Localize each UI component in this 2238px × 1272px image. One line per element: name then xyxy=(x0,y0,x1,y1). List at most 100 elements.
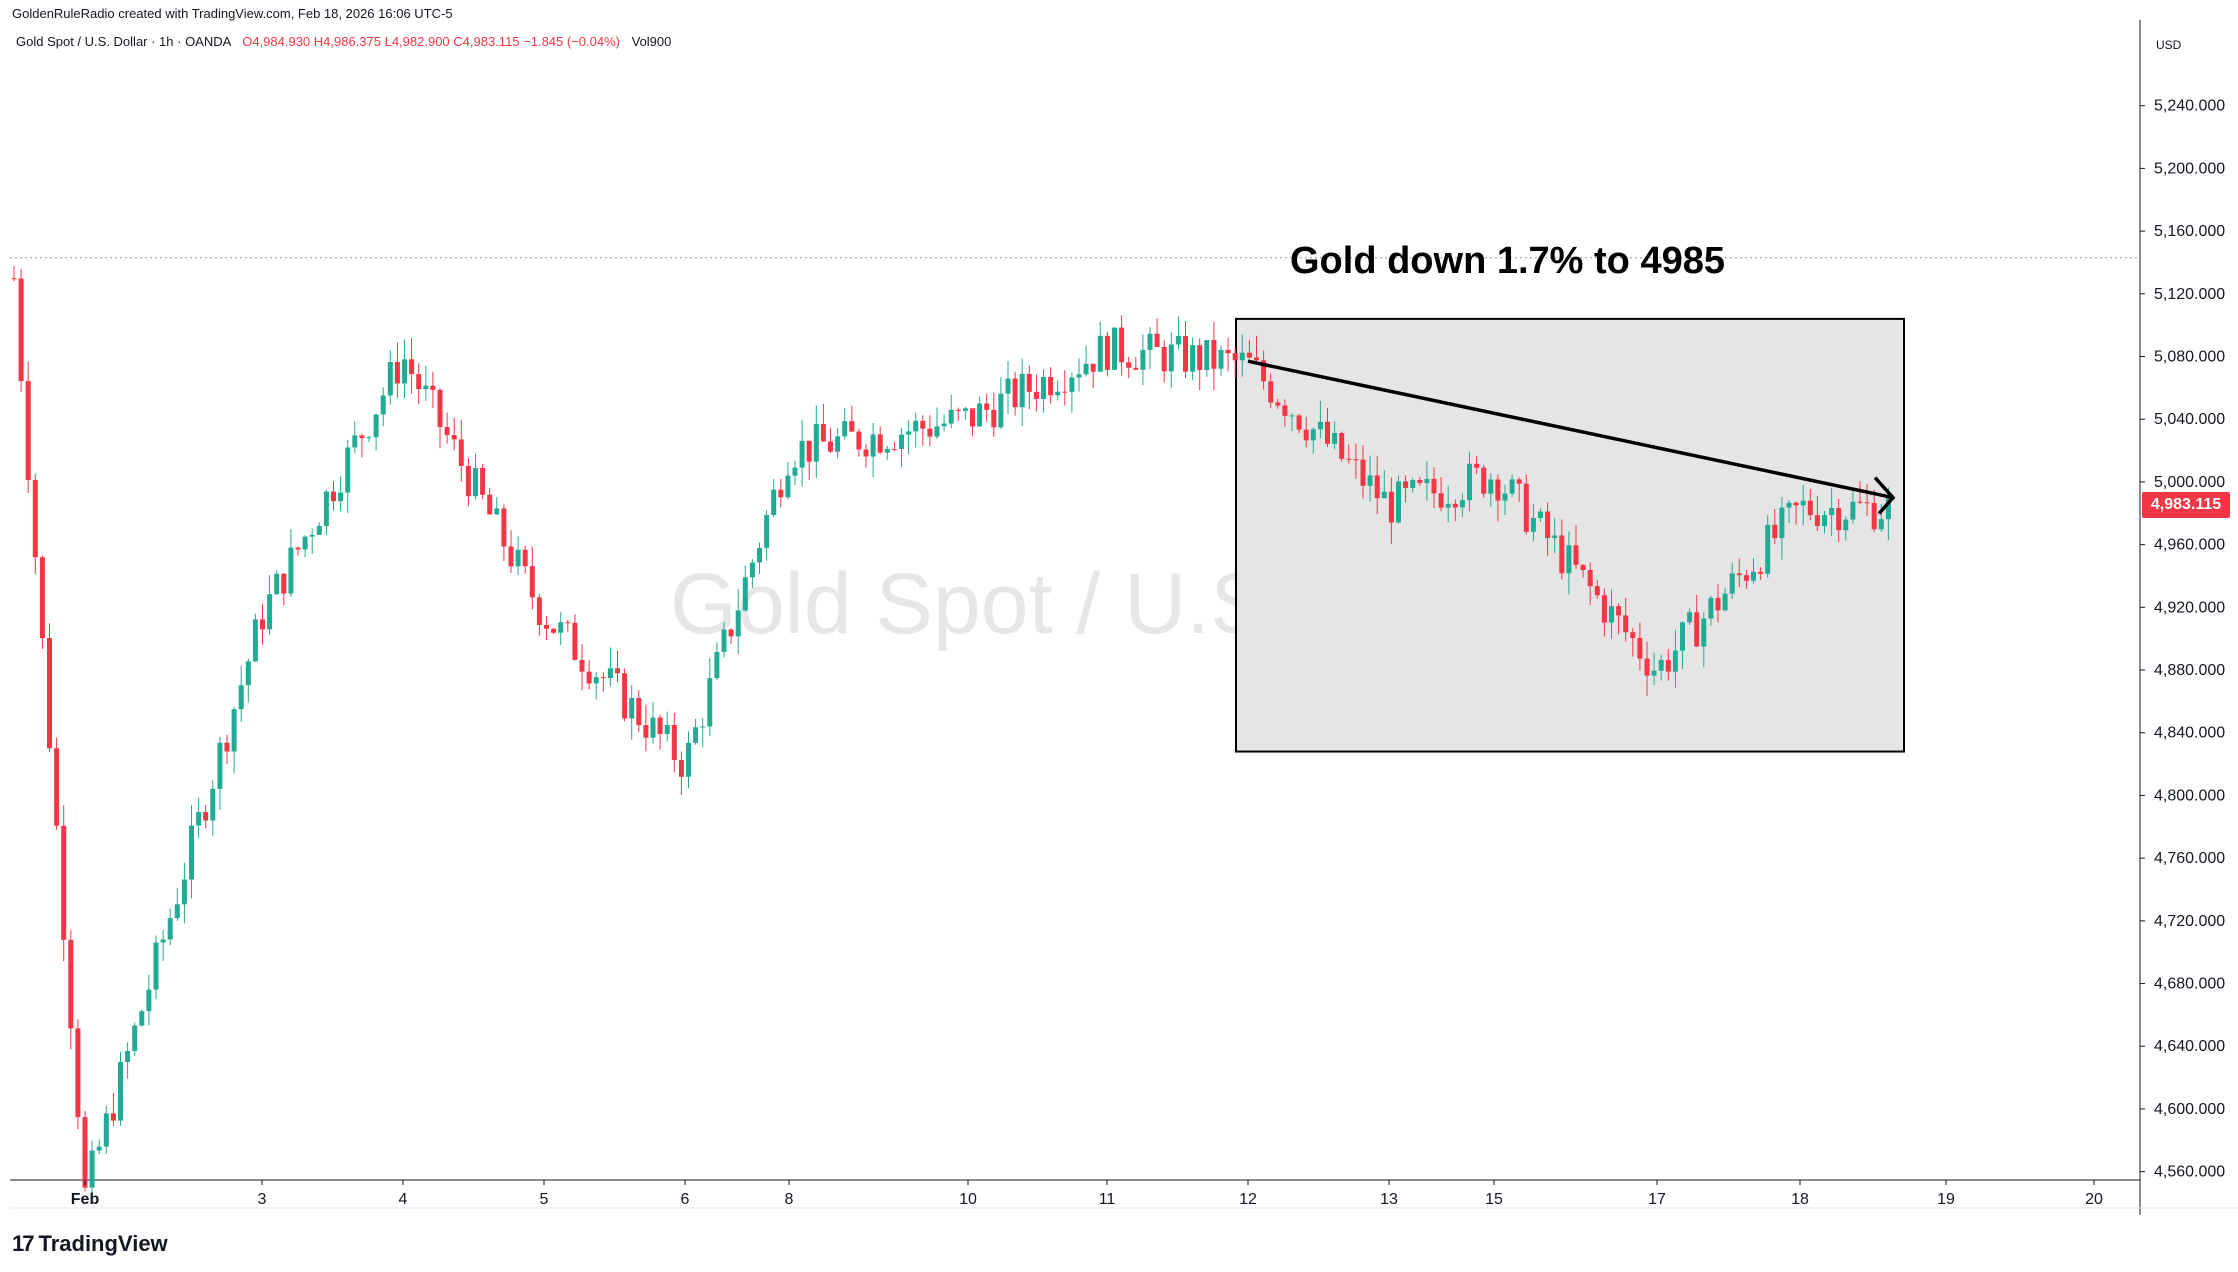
trendline-arrow-icon xyxy=(1873,476,1896,515)
highlight-box xyxy=(1235,317,1905,753)
candle-body xyxy=(529,566,535,598)
candle-body xyxy=(1829,507,1835,516)
candle-body xyxy=(1012,378,1018,408)
candle-body xyxy=(1452,503,1458,508)
symbol-legend[interactable]: Gold Spot / U.S. Dollar · 1h · OANDA O4,… xyxy=(16,34,671,49)
candle-body xyxy=(1126,362,1132,368)
currency-label[interactable]: USD xyxy=(2156,38,2182,52)
candle-body xyxy=(1871,502,1877,530)
candle-body xyxy=(1751,571,1756,581)
candle-body xyxy=(1204,340,1210,370)
candle-body xyxy=(778,489,784,498)
candle-body xyxy=(1651,670,1657,676)
candle-body xyxy=(1722,593,1728,611)
candle-body xyxy=(1140,349,1146,370)
candle-body xyxy=(891,448,897,450)
candle-body xyxy=(657,717,663,735)
candle-body xyxy=(47,638,52,749)
x-tick-label: 17 xyxy=(1648,1191,1666,1208)
candle-body xyxy=(394,361,400,384)
candle-body xyxy=(103,1113,109,1147)
candle-body xyxy=(522,549,528,567)
y-tick-label: 5,120.000 xyxy=(2154,286,2225,303)
candle-body xyxy=(480,467,486,495)
candle-body xyxy=(316,526,322,535)
candle-body xyxy=(1609,606,1614,623)
y-tick-label: 4,720.000 xyxy=(2154,913,2225,930)
candle-body xyxy=(181,879,187,905)
candle-body xyxy=(842,421,848,437)
candle-body xyxy=(1232,353,1238,361)
candle-body xyxy=(913,420,919,432)
candle-body xyxy=(245,661,251,686)
candle-body xyxy=(749,562,755,578)
y-tick-label: 4,840.000 xyxy=(2154,725,2225,742)
candle-body xyxy=(1623,615,1629,633)
tradingview-logo-icon: 17 xyxy=(12,1231,35,1256)
candle-body xyxy=(970,408,975,427)
candle-body xyxy=(458,439,464,466)
candle-body xyxy=(1317,421,1323,430)
candle-body xyxy=(1758,571,1764,574)
candle-body xyxy=(544,624,549,629)
candle-body xyxy=(593,677,599,684)
candle-body xyxy=(146,989,152,1012)
x-tick-label: Feb xyxy=(71,1191,100,1208)
symbol-name[interactable]: Gold Spot / U.S. Dollar · 1h · OANDA xyxy=(16,34,231,49)
candle-body xyxy=(1743,575,1749,581)
candle-body xyxy=(941,423,947,427)
candle-body xyxy=(82,1117,88,1188)
candle-body xyxy=(884,448,890,453)
candle-body xyxy=(863,449,869,457)
candle-body xyxy=(1523,483,1529,532)
candle-body xyxy=(806,440,812,462)
candle-body xyxy=(1836,507,1842,531)
candle-body xyxy=(210,788,216,821)
candle-body xyxy=(1822,515,1827,527)
candle-body xyxy=(1573,545,1579,565)
candle-body xyxy=(1119,327,1125,363)
x-tick-label: 19 xyxy=(1937,1191,1955,1208)
candle-body xyxy=(1594,586,1600,596)
trendline xyxy=(1247,359,1896,515)
candle-body xyxy=(998,393,1004,428)
candle-body xyxy=(984,403,990,410)
candle-body xyxy=(25,381,31,481)
candle-body xyxy=(189,825,194,880)
candle-body xyxy=(678,759,684,777)
brand-footer[interactable]: 17 TradingView xyxy=(12,1231,168,1257)
candle-body xyxy=(281,573,287,594)
x-tick-label: 10 xyxy=(959,1191,977,1208)
candle-body xyxy=(487,494,493,515)
candle-body xyxy=(1765,524,1771,574)
candle-body xyxy=(707,678,713,727)
candle-body xyxy=(572,622,578,660)
candle-body xyxy=(1481,467,1487,494)
candle-body xyxy=(870,434,876,457)
candle-body xyxy=(174,904,180,919)
candle-body xyxy=(1062,391,1068,393)
candle-body xyxy=(153,942,159,990)
candle-body xyxy=(1637,638,1643,659)
candle-body xyxy=(1090,363,1096,372)
candle-body xyxy=(1296,415,1302,430)
candle-body xyxy=(1474,463,1480,468)
candle-body xyxy=(813,424,819,462)
candle-body xyxy=(1097,335,1103,372)
candle-body xyxy=(1303,429,1309,441)
candle-body xyxy=(1857,501,1863,503)
candle-body xyxy=(444,427,450,435)
y-tick-label: 5,080.000 xyxy=(2154,349,2225,366)
candle-body xyxy=(1616,606,1622,616)
candle-body xyxy=(1133,367,1139,370)
candle-body xyxy=(494,508,500,515)
candle-body xyxy=(558,622,564,633)
candle-body xyxy=(1878,519,1884,530)
ohlc-values: O4,984.930 H4,986.375 L4,982.900 C4,983.… xyxy=(242,34,620,49)
x-tick-label: 18 xyxy=(1791,1191,1809,1208)
candle-body xyxy=(607,668,613,679)
candle-body xyxy=(1786,502,1792,508)
candle-body xyxy=(1687,612,1693,623)
candle-body xyxy=(1431,478,1437,494)
